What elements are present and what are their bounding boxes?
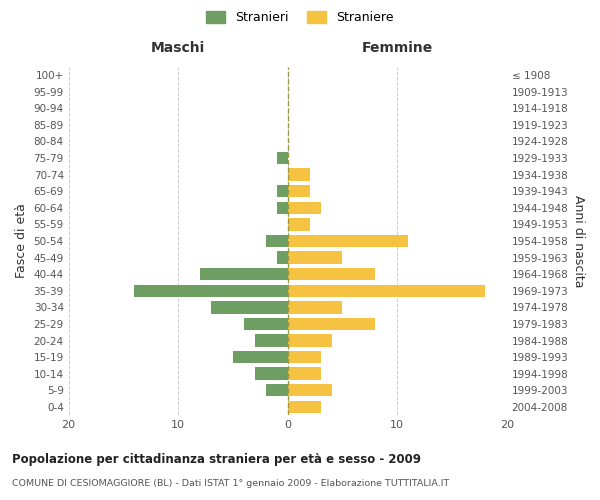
Bar bbox=[287, 202, 320, 214]
Bar bbox=[287, 268, 376, 280]
Bar bbox=[287, 185, 310, 198]
Bar bbox=[287, 318, 376, 330]
Bar bbox=[287, 351, 320, 364]
Bar bbox=[266, 235, 287, 247]
Bar bbox=[287, 218, 310, 230]
Bar bbox=[287, 384, 331, 396]
Bar bbox=[287, 400, 320, 413]
Bar bbox=[287, 168, 310, 181]
Bar bbox=[287, 284, 485, 297]
Bar bbox=[266, 384, 287, 396]
Y-axis label: Fasce di età: Fasce di età bbox=[15, 204, 28, 279]
Legend: Stranieri, Straniere: Stranieri, Straniere bbox=[202, 6, 398, 29]
Bar bbox=[287, 235, 408, 247]
Text: Maschi: Maschi bbox=[151, 41, 205, 55]
Bar bbox=[277, 252, 287, 264]
Bar bbox=[277, 152, 287, 164]
Text: COMUNE DI CESIOMAGGIORE (BL) - Dati ISTAT 1° gennaio 2009 - Elaborazione TUTTITA: COMUNE DI CESIOMAGGIORE (BL) - Dati ISTA… bbox=[12, 479, 449, 488]
Bar bbox=[287, 334, 331, 346]
Bar bbox=[244, 318, 287, 330]
Bar bbox=[287, 301, 343, 314]
Bar bbox=[233, 351, 287, 364]
Bar bbox=[200, 268, 287, 280]
Text: Femmine: Femmine bbox=[362, 41, 433, 55]
Bar bbox=[287, 368, 320, 380]
Bar bbox=[255, 368, 287, 380]
Y-axis label: Anni di nascita: Anni di nascita bbox=[572, 194, 585, 287]
Text: Popolazione per cittadinanza straniera per età e sesso - 2009: Popolazione per cittadinanza straniera p… bbox=[12, 452, 421, 466]
Bar bbox=[211, 301, 287, 314]
Bar bbox=[277, 185, 287, 198]
Bar bbox=[255, 334, 287, 346]
Bar bbox=[277, 202, 287, 214]
Bar bbox=[134, 284, 287, 297]
Bar bbox=[287, 252, 343, 264]
